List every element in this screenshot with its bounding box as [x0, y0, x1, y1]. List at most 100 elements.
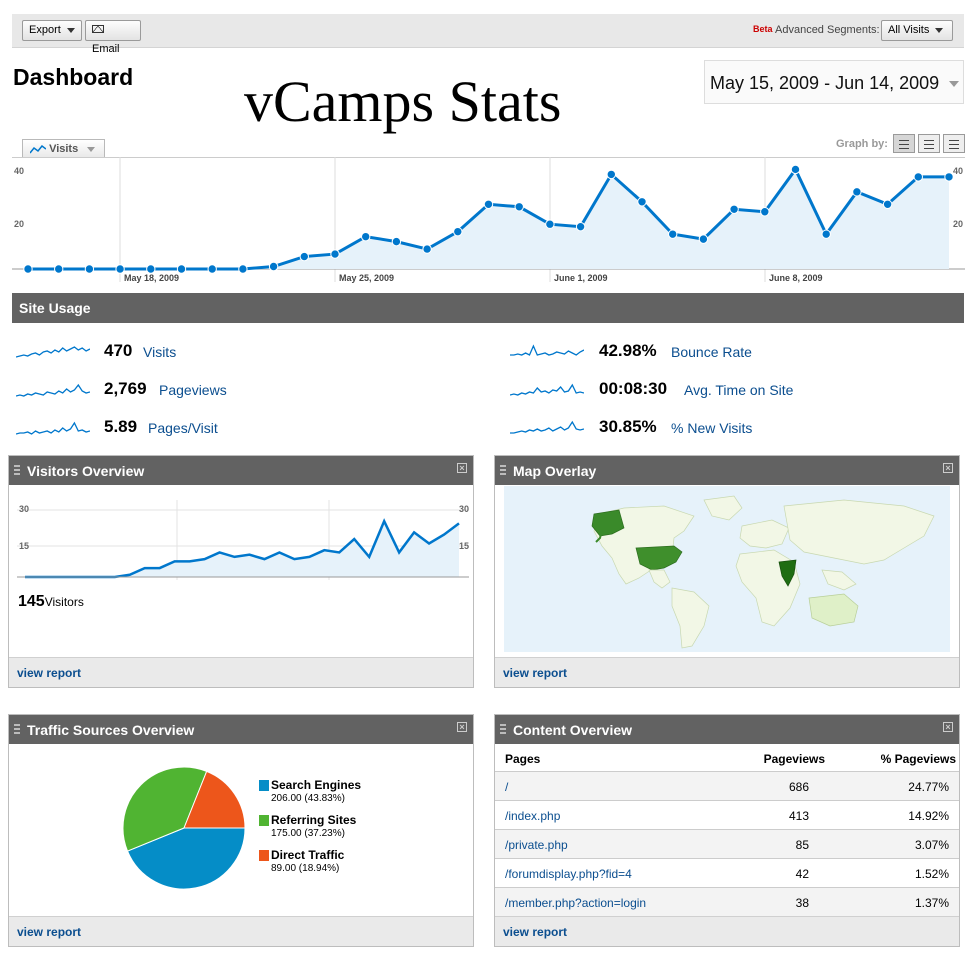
data-point[interactable]	[23, 264, 33, 274]
data-point[interactable]	[268, 261, 279, 272]
data-point[interactable]	[790, 164, 801, 175]
sparkline-icon	[16, 421, 90, 435]
metric-visits[interactable]: 470 Visits	[16, 339, 266, 365]
data-point[interactable]	[54, 264, 64, 274]
close-icon[interactable]: ×	[457, 463, 467, 473]
table-row: / 686 24.77%	[495, 772, 959, 801]
view-report-link[interactable]: view report	[17, 925, 82, 939]
y-tick-label: 20	[14, 219, 24, 229]
world-map[interactable]	[504, 486, 950, 652]
close-icon[interactable]: ×	[457, 722, 467, 732]
data-point[interactable]	[176, 264, 187, 274]
chevron-down-icon	[949, 81, 959, 87]
data-point[interactable]	[84, 264, 95, 274]
metric-label[interactable]: Pageviews	[159, 382, 227, 398]
email-button[interactable]: Email	[85, 20, 141, 55]
page-link[interactable]: /index.php	[505, 809, 561, 823]
data-point[interactable]	[698, 234, 709, 244]
data-point[interactable]	[330, 249, 340, 259]
visitors-total-value: 145	[18, 593, 45, 610]
metric-label[interactable]: Visits	[143, 344, 177, 360]
pie-slice[interactable]	[126, 827, 246, 890]
panel-header[interactable]: Map Overlay ×	[495, 456, 959, 485]
pie-slice[interactable]	[122, 766, 208, 852]
data-point[interactable]	[575, 221, 586, 232]
pageviews-cell: 42	[795, 867, 809, 881]
data-point[interactable]	[422, 244, 432, 254]
page-link[interactable]: /forumdisplay.php?fid=4	[505, 867, 632, 881]
pageviews-cell: 686	[788, 780, 809, 794]
graph-by-month-button[interactable]	[943, 134, 965, 153]
mexico-region	[648, 569, 671, 589]
graph-by-week-button[interactable]	[918, 134, 940, 153]
data-point[interactable]	[606, 169, 616, 180]
close-icon[interactable]: ×	[943, 722, 953, 732]
data-point[interactable]	[207, 264, 217, 274]
metric-value: 2,769	[104, 379, 147, 398]
data-point[interactable]	[913, 172, 923, 182]
panel-header[interactable]: Traffic Sources Overview ×	[9, 715, 473, 744]
view-report-link[interactable]: view report	[503, 925, 568, 939]
export-button[interactable]: Export	[22, 20, 82, 41]
x-tick-label: May 18, 2009	[124, 273, 179, 283]
metric-bounce-rate[interactable]: 42.98% Bounce Rate	[510, 339, 810, 365]
metric-new-visits[interactable]: 30.85% % New Visits	[510, 415, 810, 441]
data-point[interactable]	[391, 236, 402, 247]
data-point[interactable]	[115, 264, 125, 274]
x-tick-label: June 8, 2009	[769, 273, 823, 283]
legend-value: 206.00 (43.83%)	[271, 793, 345, 804]
percent-cell: 1.37%	[914, 896, 949, 910]
panel-footer: view report	[495, 657, 959, 687]
drag-handle-icon[interactable]	[500, 724, 506, 736]
page-title: Dashboard	[13, 64, 134, 90]
southeast-asia-region	[821, 569, 857, 591]
metric-avg-time-on-site[interactable]: 00:08:30 Avg. Time on Site	[510, 377, 820, 403]
view-report-link[interactable]: view report	[503, 666, 568, 680]
email-label: Email	[92, 43, 120, 55]
drag-handle-icon[interactable]	[14, 724, 20, 736]
page-link[interactable]: /	[505, 780, 509, 794]
data-point[interactable]	[146, 264, 156, 274]
pie-slice[interactable]	[183, 770, 246, 829]
data-point[interactable]	[668, 229, 678, 239]
visitors-area	[25, 521, 459, 577]
metric-label[interactable]: Bounce Rate	[671, 344, 752, 360]
view-report-link[interactable]: view report	[17, 666, 82, 680]
data-point[interactable]	[760, 207, 770, 217]
data-point[interactable]	[361, 231, 371, 242]
data-point[interactable]	[852, 187, 862, 197]
data-point[interactable]	[483, 199, 494, 209]
data-point[interactable]	[637, 197, 647, 207]
y-tick-label: 40	[14, 166, 24, 176]
data-point[interactable]	[729, 204, 739, 214]
visits-area	[28, 169, 949, 269]
metric-label[interactable]: % New Visits	[671, 420, 753, 436]
data-point[interactable]	[514, 202, 524, 212]
date-range-picker[interactable]: May 15, 2009 - Jun 14, 2009	[704, 60, 964, 104]
data-point[interactable]	[882, 199, 893, 209]
data-point[interactable]	[821, 229, 831, 239]
data-point[interactable]	[299, 251, 309, 262]
metric-label[interactable]: Pages/Visit	[148, 420, 218, 436]
data-point[interactable]	[545, 219, 555, 229]
close-icon[interactable]: ×	[943, 463, 953, 473]
metric-label[interactable]: Avg. Time on Site	[684, 382, 794, 398]
data-point[interactable]	[944, 172, 954, 182]
panel-header[interactable]: Content Overview ×	[495, 715, 959, 744]
alaska-peninsula	[595, 529, 603, 543]
graph-by-day-button[interactable]	[893, 134, 915, 153]
panel-title: Traffic Sources Overview	[27, 722, 195, 738]
segment-select[interactable]: All Visits	[881, 20, 953, 41]
graph-metric-select[interactable]: Visits	[22, 139, 105, 158]
drag-handle-icon[interactable]	[500, 465, 506, 477]
panel-header[interactable]: Visitors Overview ×	[9, 456, 473, 485]
data-point[interactable]	[238, 264, 248, 274]
drag-handle-icon[interactable]	[14, 465, 20, 477]
metric-pages-per-visit[interactable]: 5.89 Pages/Visit	[16, 415, 266, 441]
page-link[interactable]: /private.php	[505, 838, 568, 852]
graph-metric-label: Visits	[49, 143, 79, 155]
y-tick-label: 15	[459, 541, 469, 551]
page-link[interactable]: /member.php?action=login	[505, 896, 647, 910]
metric-pageviews[interactable]: 2,769 Pageviews	[16, 377, 266, 403]
data-point[interactable]	[453, 226, 463, 237]
